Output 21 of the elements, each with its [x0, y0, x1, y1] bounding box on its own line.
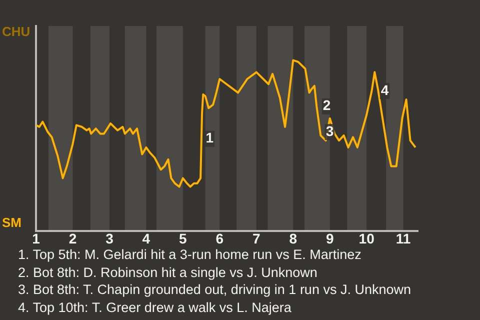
x-tick-label: 5	[179, 230, 188, 246]
annotation: 4	[380, 82, 389, 98]
text: 2. Bot 8th: D. Robinson hit a single vs J. Unknown	[18, 264, 318, 282]
x-tick-label: 4	[142, 230, 150, 246]
x-tick-label: 9	[326, 230, 334, 246]
annotation: 2	[322, 97, 331, 114]
x-tick-label: 3	[106, 230, 114, 246]
x-tick-label: 8	[289, 230, 298, 246]
x-tick-label: 1	[32, 230, 40, 246]
text: 3. Bot 8th: T. Chapin grounded out, driving in 1 run vs J. Unknown	[18, 281, 412, 299]
x-tick-label: 2	[68, 230, 77, 246]
x-tick-label: 6	[216, 230, 224, 246]
text: CHU	[2, 24, 30, 39]
text: SM	[2, 215, 22, 230]
annotation: 3	[326, 122, 334, 139]
text: 4. Top 10th: T. Greer drew a walk vs L. Najera	[18, 298, 292, 316]
annotation: 1	[206, 130, 214, 146]
text: 1. Top 5th: M. Gelardi hit a 3-run home run vs E. Martinez	[18, 246, 362, 264]
x-tick-label: 10	[358, 230, 375, 246]
x-tick-label: 7	[252, 230, 260, 246]
x-tick-label: 11	[396, 230, 411, 246]
